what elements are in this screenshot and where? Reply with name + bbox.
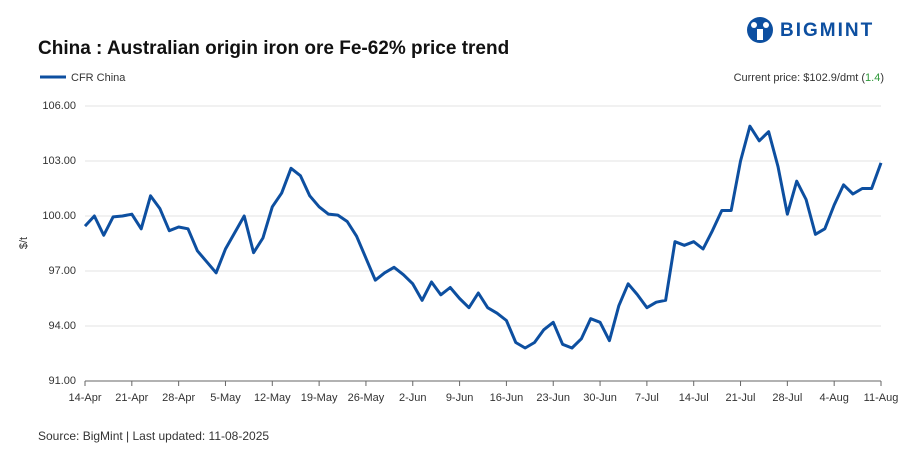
- brand: BIGMINT: [780, 20, 874, 41]
- price-prefix: Current price: $102.9/dmt (: [734, 72, 866, 84]
- x-tick-label: 4-Aug: [819, 392, 848, 404]
- x-tick-label: 9-Jun: [446, 392, 474, 404]
- y-tick-label: 100.00: [42, 210, 76, 222]
- x-tick-label: 7-Jul: [635, 392, 659, 404]
- x-tick-label: 14-Apr: [68, 392, 101, 404]
- x-tick-label: 5-May: [210, 392, 241, 404]
- y-tick-label: 94.00: [48, 320, 76, 332]
- x-tick-label: 19-May: [301, 392, 338, 404]
- x-tick-label: 16-Jun: [490, 392, 524, 404]
- y-tick-label: 91.00: [48, 375, 76, 387]
- x-tick-label: 12-May: [254, 392, 291, 404]
- x-tick-label: 28-Jul: [772, 392, 802, 404]
- legend-label: CFR China: [71, 72, 126, 84]
- x-tick-label: 28-Apr: [162, 392, 195, 404]
- current-price: Current price: $102.9/dmt (1.4): [734, 72, 884, 84]
- line: [83, 124, 883, 350]
- y-tick-label: 97.00: [48, 265, 76, 277]
- price-suffix: ): [880, 72, 884, 84]
- x-tick-label: 11-Aug: [864, 392, 899, 404]
- y-tick-label: 106.00: [42, 100, 76, 112]
- chart-title: China : Australian origin iron ore Fe-62…: [38, 38, 509, 59]
- x-tick-label: 23-Jun: [536, 392, 570, 404]
- logo: BIGMINT: [747, 17, 874, 43]
- x-tick-label: 21-Apr: [115, 392, 148, 404]
- y-axis-label: $/t: [18, 237, 30, 249]
- y-tick-label: 103.00: [42, 155, 76, 167]
- x-tick-label: 26-May: [348, 392, 385, 404]
- x-tick-label: 21-Jul: [726, 392, 756, 404]
- x-tick-label: 14-Jul: [679, 392, 709, 404]
- x-tick-label: 2-Jun: [399, 392, 427, 404]
- price-change: 1.4: [865, 72, 880, 84]
- source: Source: BigMint | Last updated: 11-08-20…: [38, 429, 269, 443]
- x-tick-label: 30-Jun: [583, 392, 617, 404]
